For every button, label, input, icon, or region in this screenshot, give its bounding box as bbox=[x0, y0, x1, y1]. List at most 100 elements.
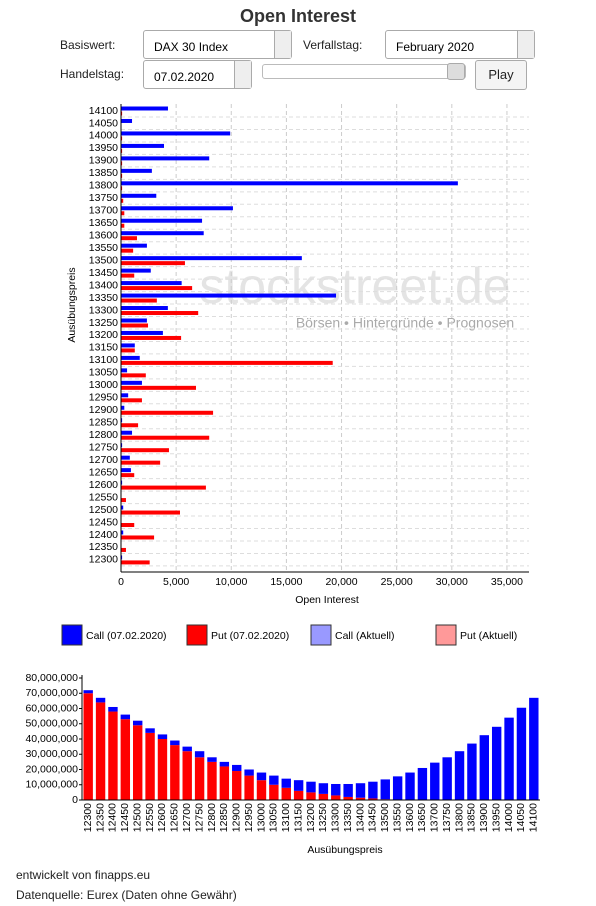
y-tick-label: 13250 bbox=[89, 317, 118, 329]
bar bbox=[467, 743, 477, 800]
bar bbox=[83, 690, 93, 694]
bar bbox=[343, 796, 353, 800]
bar bbox=[121, 468, 131, 473]
select[interactable]: DAX 30 Index bbox=[143, 30, 292, 59]
bar bbox=[219, 766, 230, 800]
x-tick-label: 13550 bbox=[391, 803, 403, 832]
x-tick-label: 14050 bbox=[515, 803, 527, 832]
bar bbox=[318, 783, 329, 794]
bar bbox=[121, 460, 161, 465]
slider[interactable] bbox=[262, 63, 466, 80]
bar bbox=[121, 368, 128, 373]
x-tick-label: 13600 bbox=[404, 803, 416, 832]
x-tick-label: 10,000 bbox=[215, 576, 247, 588]
x-tick-label: 12700 bbox=[181, 803, 193, 832]
select[interactable]: February 2020 bbox=[385, 30, 535, 59]
bar bbox=[121, 268, 151, 273]
x-tick-label: 12750 bbox=[193, 803, 205, 832]
y-tick-label: 50,000,000 bbox=[25, 718, 78, 730]
bar bbox=[121, 343, 135, 348]
bar bbox=[121, 418, 123, 423]
x-tick-label: 35,000 bbox=[491, 576, 523, 588]
bar bbox=[343, 783, 353, 797]
y-tick-label: 13050 bbox=[89, 367, 118, 379]
bar bbox=[207, 757, 217, 762]
bar bbox=[269, 775, 279, 785]
y-tick-label: 40,000,000 bbox=[25, 733, 78, 745]
bar bbox=[121, 473, 135, 478]
bar bbox=[121, 410, 214, 415]
bar bbox=[121, 311, 199, 316]
bar bbox=[331, 795, 341, 800]
control-label: Handelstag: bbox=[60, 67, 125, 81]
bar bbox=[121, 405, 125, 410]
bar bbox=[293, 780, 304, 791]
bar bbox=[318, 793, 329, 800]
bar bbox=[133, 725, 143, 800]
y-tick-label: 10,000,000 bbox=[25, 779, 78, 791]
bar bbox=[121, 380, 142, 385]
bar bbox=[331, 783, 341, 796]
bar bbox=[219, 761, 230, 767]
y-tick-label: 12800 bbox=[89, 429, 118, 441]
bar bbox=[121, 435, 210, 440]
bar bbox=[121, 523, 135, 528]
bar bbox=[182, 746, 192, 752]
bar bbox=[430, 762, 440, 800]
x-tick-label: 12900 bbox=[231, 803, 243, 832]
select[interactable]: 07.02.2020 bbox=[143, 60, 252, 89]
x-tick-label: 12400 bbox=[107, 803, 119, 832]
bar bbox=[121, 323, 149, 328]
y-tick-label: 80,000,000 bbox=[25, 672, 78, 684]
bar bbox=[121, 547, 126, 552]
bar bbox=[121, 136, 123, 141]
bar bbox=[108, 711, 118, 800]
bar bbox=[120, 719, 131, 800]
y-tick-label: 12300 bbox=[89, 554, 118, 566]
bar bbox=[120, 714, 131, 720]
x-tick-label: 13400 bbox=[354, 803, 366, 832]
x-tick-label: 30,000 bbox=[436, 576, 468, 588]
x-tick-label: 12650 bbox=[169, 803, 181, 832]
y-tick-label: 12850 bbox=[89, 417, 118, 429]
y-tick-label: 13500 bbox=[89, 254, 118, 266]
bar bbox=[121, 448, 169, 453]
bar bbox=[121, 318, 147, 323]
y-tick-label: 12950 bbox=[89, 392, 118, 404]
y-tick-label: 13900 bbox=[89, 155, 118, 167]
slider-handle[interactable] bbox=[447, 63, 465, 80]
y-tick-label: 12900 bbox=[89, 404, 118, 416]
y-tick-label: 12450 bbox=[89, 516, 118, 528]
x-tick-label: 13700 bbox=[429, 803, 441, 832]
bar bbox=[121, 168, 152, 173]
bar bbox=[170, 740, 180, 746]
y-tick-label: 12700 bbox=[89, 454, 118, 466]
control-label: Verfallstag: bbox=[303, 38, 363, 52]
y-tick-label: 30,000,000 bbox=[25, 748, 78, 760]
bar bbox=[529, 697, 539, 800]
x-axis-label: Ausübungspreis bbox=[307, 844, 382, 856]
bar bbox=[145, 732, 155, 800]
x-tick-label: 13500 bbox=[379, 803, 391, 832]
bar bbox=[121, 248, 134, 253]
bar bbox=[232, 771, 242, 800]
x-tick-label: 13050 bbox=[268, 803, 280, 832]
bar bbox=[368, 798, 378, 800]
x-tick-label: 13850 bbox=[466, 803, 478, 832]
x-tick-label: 13250 bbox=[317, 803, 329, 832]
bar bbox=[133, 720, 143, 726]
bar bbox=[121, 106, 168, 111]
bar bbox=[306, 781, 316, 793]
bar bbox=[207, 761, 217, 800]
bar bbox=[417, 767, 428, 800]
bar bbox=[491, 726, 502, 800]
bar bbox=[194, 751, 205, 758]
bar bbox=[121, 560, 150, 565]
bar bbox=[121, 348, 135, 353]
y-tick-label: 12400 bbox=[89, 529, 118, 541]
bar bbox=[83, 693, 93, 800]
bar bbox=[121, 143, 165, 148]
bar bbox=[121, 423, 139, 428]
play-button[interactable]: Play bbox=[475, 60, 527, 90]
